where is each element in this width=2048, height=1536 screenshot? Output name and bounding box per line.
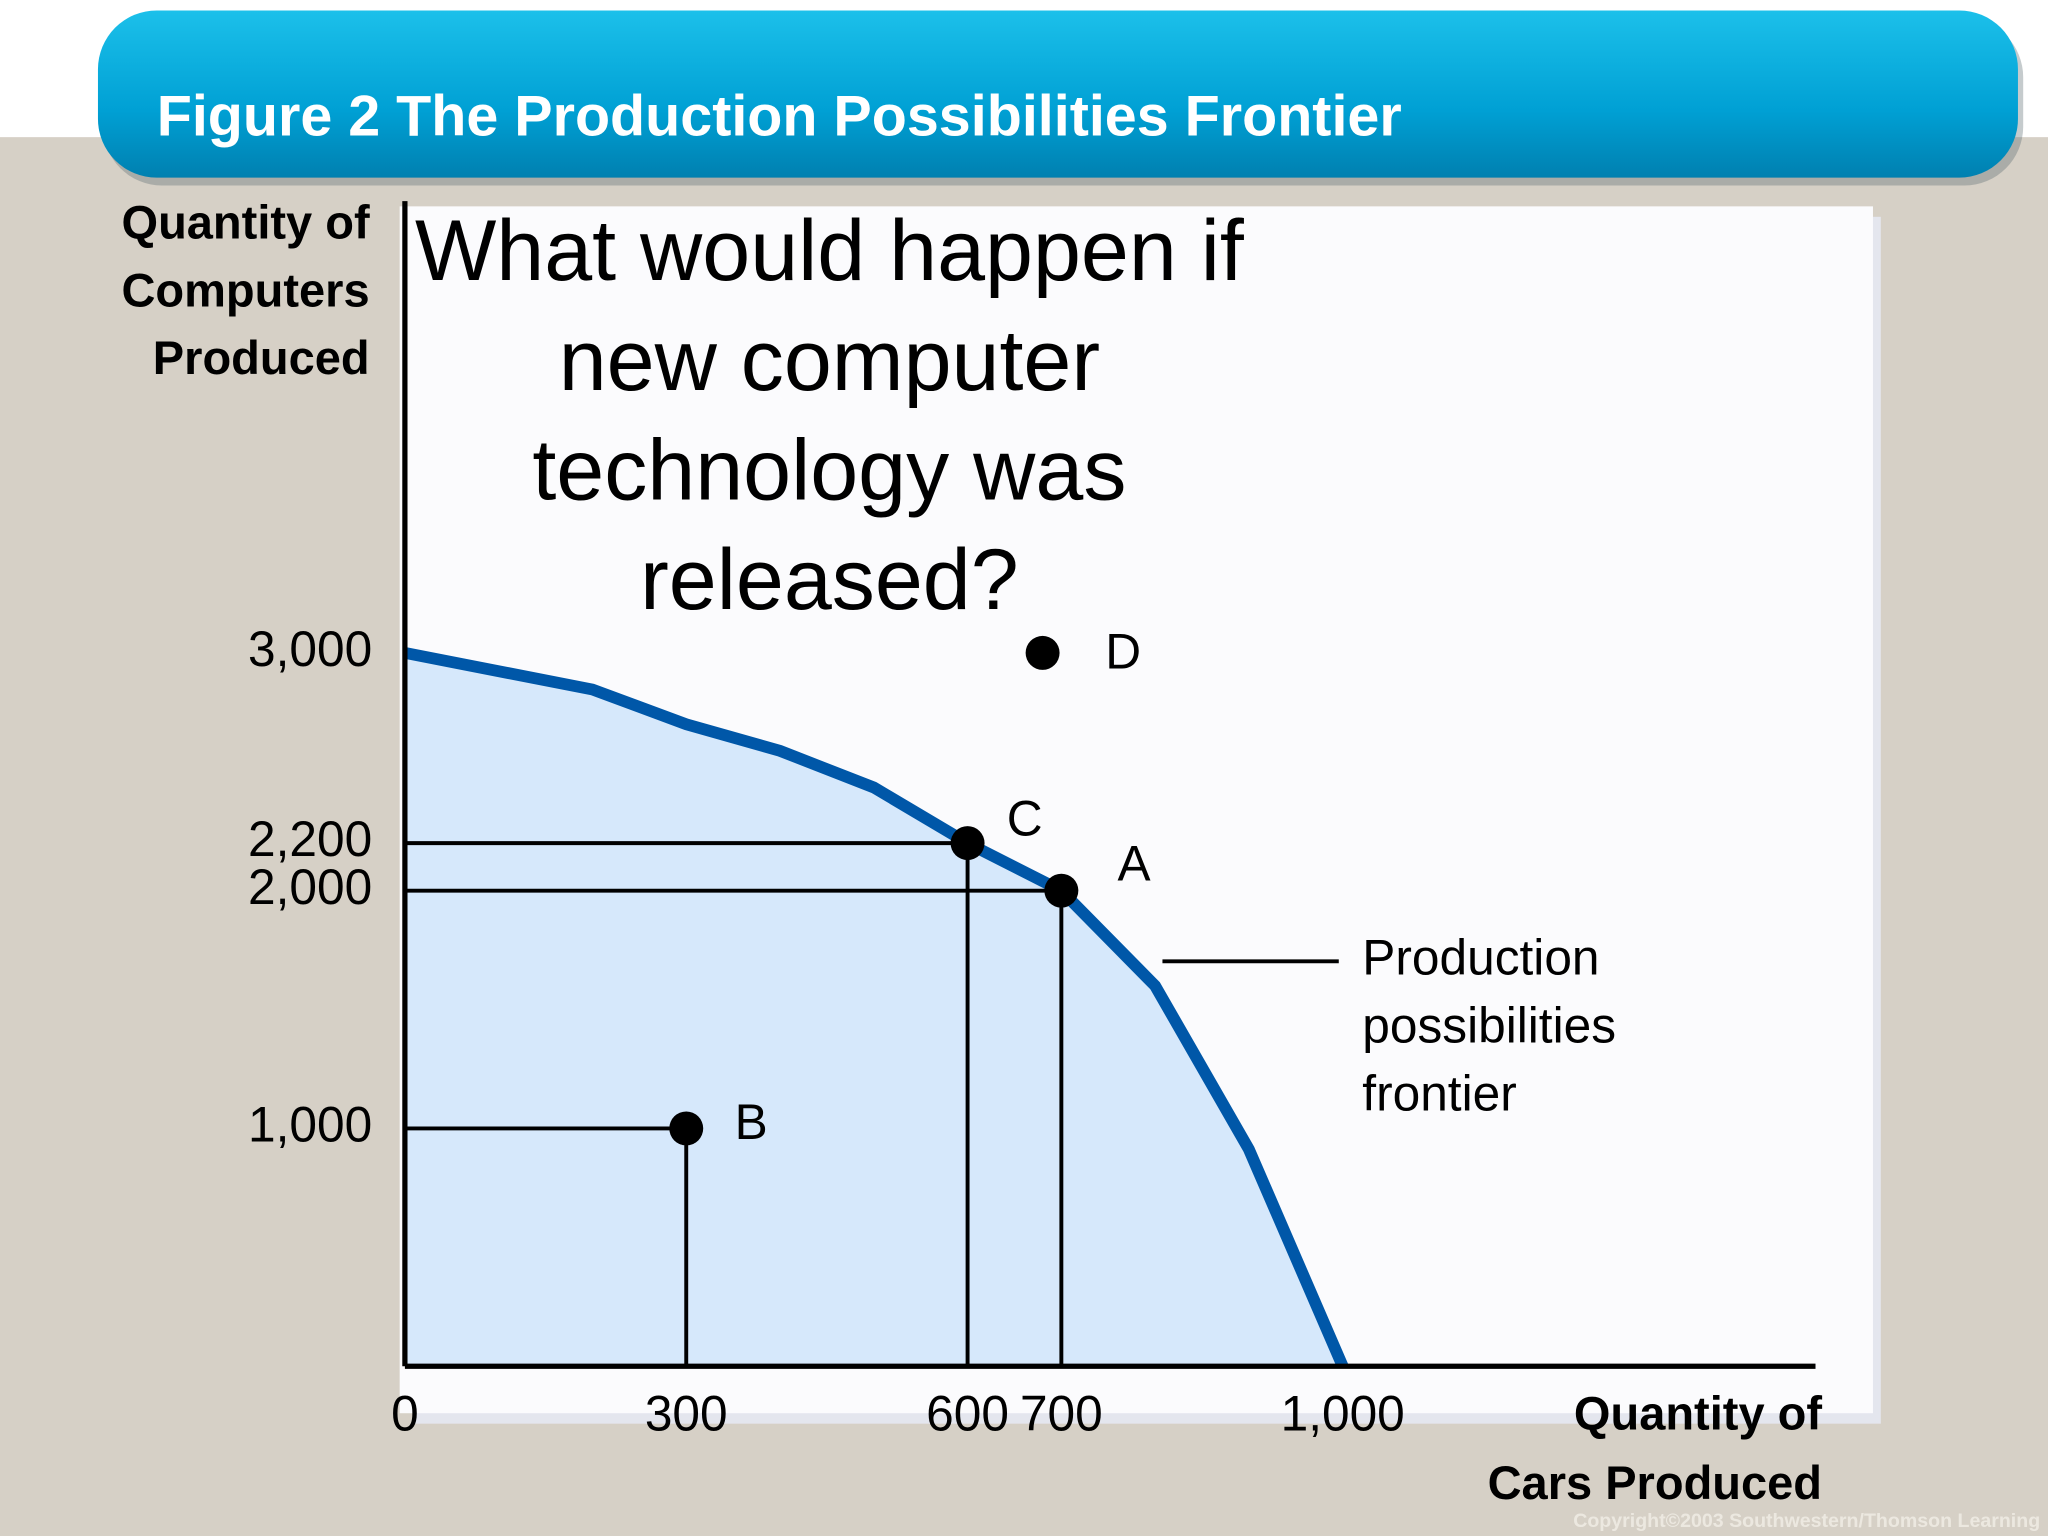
question: new computer [559, 313, 1100, 409]
y-tick-label: 2,000 [248, 859, 372, 915]
point [1044, 873, 1079, 908]
x-tick-label: 600 [926, 1385, 1009, 1441]
y-axis-label: Computers [121, 263, 369, 316]
frontier-label: Production [1362, 929, 1599, 985]
frontier-label: possibilities [1362, 997, 1616, 1053]
point-label: B [735, 1094, 768, 1150]
point [950, 826, 985, 861]
x-tick-label: 700 [1020, 1385, 1103, 1441]
frontier-area [404, 652, 1343, 1367]
y-axis-label: Quantity of [122, 195, 370, 248]
title-bar [97, 10, 2018, 178]
point-label: A [1118, 835, 1151, 891]
title: Figure 2 The Production Possibilities Fr… [157, 84, 1402, 148]
x-axis-label: Cars Produced [1488, 1456, 1822, 1509]
frontier-curve [403, 647, 1349, 1369]
copyright: Copyright©2003 Southwestern/Thomson Lear… [1573, 1510, 2040, 1532]
x-tick-label: 1,000 [1281, 1385, 1405, 1441]
question: technology was [532, 423, 1126, 519]
question: released? [640, 532, 1019, 628]
y-tick-label: 1,000 [248, 1097, 372, 1153]
y-axis-label: Produced [153, 331, 370, 384]
x-tick-label: 300 [645, 1385, 728, 1441]
y-tick-label: 2,200 [248, 811, 372, 867]
x-tick-label: 0 [391, 1385, 419, 1441]
y-tick-label: 3,000 [248, 621, 372, 677]
question: What would happen if [415, 203, 1245, 299]
point [669, 1111, 704, 1146]
point [1025, 635, 1060, 670]
point-label: C [1007, 790, 1043, 846]
x-axis-label: Quantity of [1574, 1387, 1822, 1440]
frontier-label: frontier [1362, 1065, 1516, 1121]
point-label: D [1105, 624, 1141, 680]
